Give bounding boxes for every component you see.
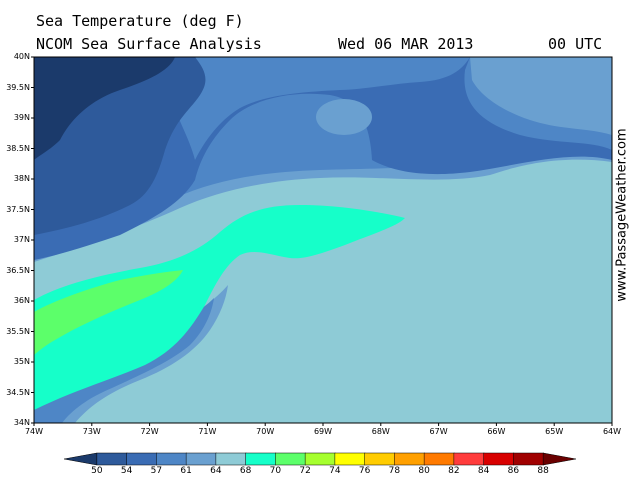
legend-swatch [96,452,128,466]
lon-label: 70W [256,427,275,436]
lon-label: 65W [545,427,564,436]
lat-label: 39.5N [6,82,30,92]
lat-label: 37N [13,235,30,244]
lon-label: 67W [429,427,448,436]
lat-label: 38.5N [6,143,30,153]
lat-label: 36N [13,296,30,305]
legend-swatch [63,452,98,466]
legend-label: 76 [358,466,371,476]
legend-swatch [126,452,158,466]
legend-swatch [364,452,396,466]
lat-label: 35.5N [6,326,30,336]
band-61-64-east [470,57,612,135]
legend-label: 64 [210,466,222,476]
legend-swatch [275,452,306,466]
lat-label: 34N [13,418,30,427]
color-legend [63,452,577,466]
legend-label: 88 [537,466,549,476]
legend-swatch [334,452,366,466]
lat-label: 38N [13,174,30,183]
legend-swatch [513,452,544,466]
legend-swatch [453,452,485,466]
legend-label: 72 [299,466,311,476]
lat-label: 36.5N [6,265,30,275]
legend-swatch [394,452,425,466]
legend-label: 57 [150,466,163,476]
temperature-field [34,57,612,423]
band-57-61-north [168,57,471,160]
lon-label: 66W [487,427,506,436]
legend-label: 50 [91,466,103,476]
band-68-70 [34,205,405,410]
legend-label: 82 [448,466,460,476]
legend-swatch [156,452,187,466]
legend-swatch [304,452,336,466]
lon-label: 73W [82,427,101,436]
map-date: Wed 06 MAR 2013 [338,35,474,53]
analysis-name: NCOM Sea Surface Analysis [36,35,262,53]
legend-label: 78 [388,466,401,476]
legend-swatch [185,452,217,466]
band-below-50 [34,57,175,160]
lat-label: 35N [13,357,30,366]
lon-label: 72W [140,427,159,436]
legend-swatch [215,452,247,466]
lat-label: 34.5N [6,387,30,397]
lat-label: 39N [13,113,30,122]
legend-label: 74 [329,466,341,476]
lon-label: 68W [371,427,390,436]
warm-eddy [316,99,372,135]
legend-label: 84 [477,466,490,476]
lat-label: 40N [13,52,30,61]
legend-label: 70 [269,466,282,476]
legend-label: 61 [180,466,192,476]
watermark: www.PassageWeather.com [614,128,630,302]
map-time: 00 UTC [548,35,603,53]
axis-ticks [31,56,613,426]
legend-swatch [542,452,577,466]
lon-label: 71W [198,427,217,436]
legend-swatch [245,452,277,466]
lon-label: 69W [313,427,333,436]
legend-label: 86 [507,466,520,476]
legend-swatch [423,452,455,466]
legend-label: 68 [239,466,252,476]
map-title: Sea Temperature (deg F) [36,12,244,30]
legend-label: 80 [418,466,430,476]
legend-label: 54 [120,466,133,476]
lon-label: 74W [24,427,44,436]
lon-label: 64W [602,427,622,436]
lat-label: 37.5N [6,204,30,214]
band-70-72 [34,270,183,355]
legend-swatch [483,452,515,466]
